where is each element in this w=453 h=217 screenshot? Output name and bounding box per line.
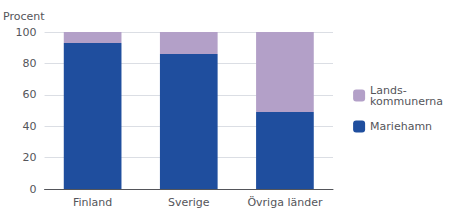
svg-text:80: 80 <box>23 57 37 70</box>
svg-text:Övriga länder: Övriga länder <box>247 196 322 209</box>
svg-text:Lands-: Lands- <box>370 83 407 97</box>
svg-text:40: 40 <box>23 120 37 133</box>
svg-text:60: 60 <box>23 88 37 101</box>
svg-text:kommunerna: kommunerna <box>370 95 443 108</box>
svg-text:Sverige: Sverige <box>168 196 210 209</box>
svg-text:Finland: Finland <box>73 196 112 209</box>
svg-text:0: 0 <box>30 183 37 196</box>
svg-text:Mariehamn: Mariehamn <box>370 120 432 133</box>
svg-text:20: 20 <box>23 151 37 164</box>
svg-text:Procent: Procent <box>3 10 45 23</box>
svg-text:100: 100 <box>16 26 37 39</box>
